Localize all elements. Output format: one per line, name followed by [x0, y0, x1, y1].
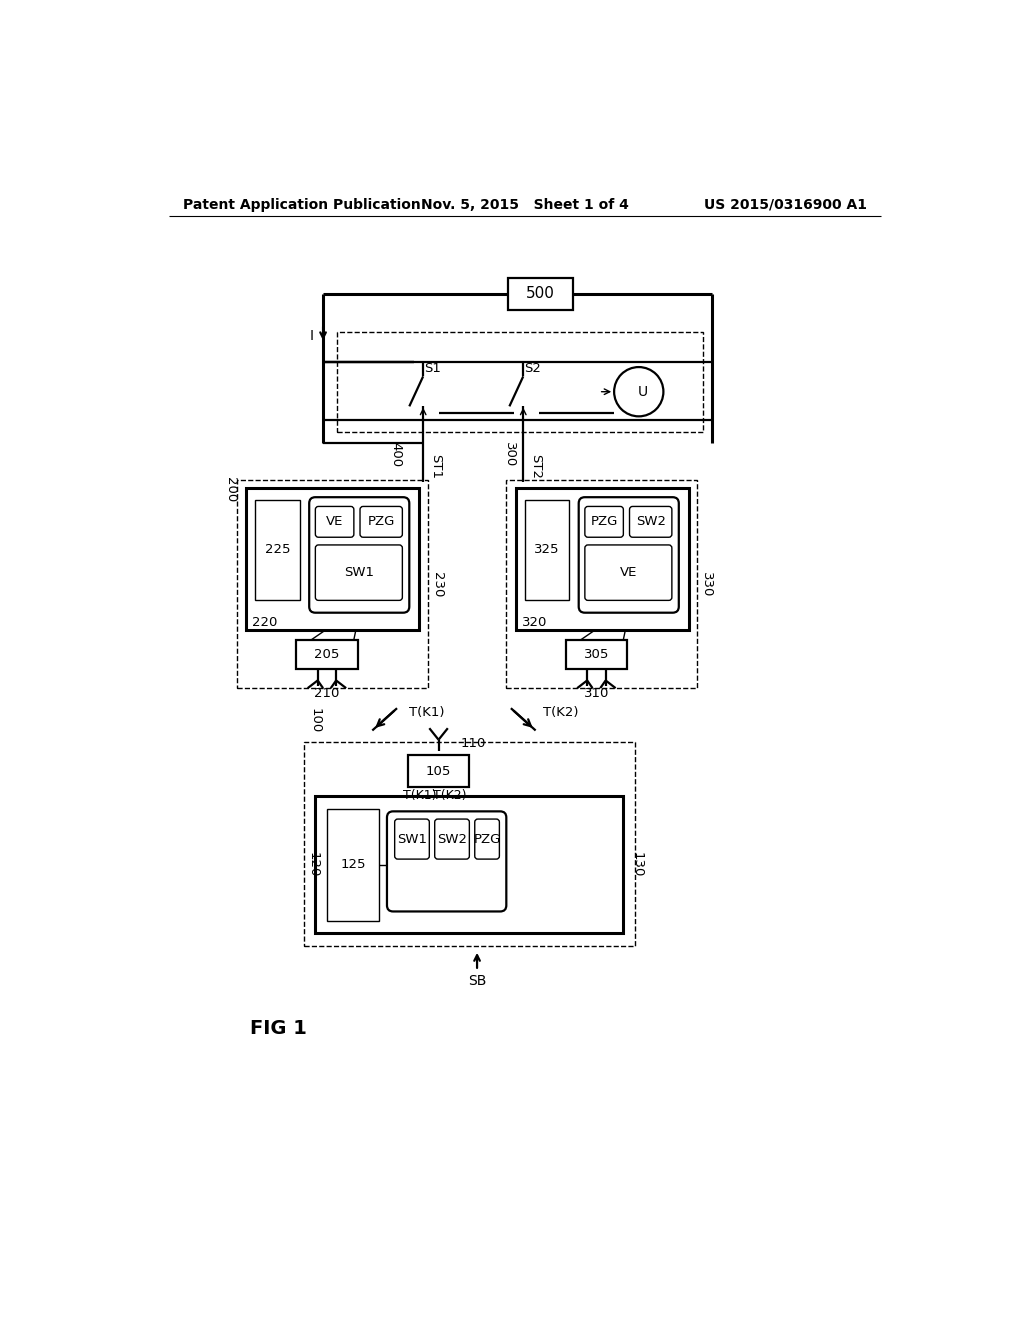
Bar [337, 331, 703, 432]
Text: ST2: ST2 [529, 454, 543, 479]
Text: FIG 1: FIG 1 [250, 1019, 307, 1038]
Text: T(K1): T(K1) [402, 788, 436, 801]
Bar [408, 755, 469, 788]
Bar [237, 480, 428, 688]
Text: T(K2): T(K2) [433, 788, 467, 801]
Text: 300: 300 [503, 442, 516, 467]
Text: 330: 330 [700, 572, 713, 597]
Text: 230: 230 [430, 572, 443, 597]
Text: 120: 120 [306, 851, 319, 878]
Text: 225: 225 [265, 543, 291, 556]
Text: Nov. 5, 2015   Sheet 1 of 4: Nov. 5, 2015 Sheet 1 of 4 [421, 198, 629, 211]
Text: T(K2): T(K2) [543, 706, 578, 719]
Text: PZG: PZG [368, 515, 395, 528]
FancyBboxPatch shape [315, 545, 402, 601]
FancyBboxPatch shape [435, 818, 469, 859]
Bar [296, 640, 357, 669]
Text: 125: 125 [340, 858, 366, 871]
Bar [515, 488, 689, 631]
Text: SW1: SW1 [344, 566, 374, 579]
Bar [565, 640, 628, 669]
Text: SW2: SW2 [636, 515, 666, 528]
Text: 220: 220 [252, 616, 278, 630]
Text: US 2015/0316900 A1: US 2015/0316900 A1 [703, 198, 866, 211]
FancyBboxPatch shape [394, 818, 429, 859]
Text: 500: 500 [526, 286, 555, 301]
Text: Patent Application Publication: Patent Application Publication [183, 198, 421, 211]
Text: 320: 320 [521, 616, 547, 630]
Bar [255, 499, 300, 599]
FancyBboxPatch shape [360, 507, 402, 537]
Text: SW1: SW1 [397, 833, 427, 846]
FancyBboxPatch shape [630, 507, 672, 537]
FancyBboxPatch shape [579, 498, 679, 612]
Text: ST1: ST1 [429, 454, 442, 479]
Bar [508, 277, 573, 310]
Text: 110: 110 [460, 737, 485, 750]
Text: 105: 105 [426, 764, 452, 777]
Text: 210: 210 [314, 686, 340, 700]
Text: 310: 310 [584, 686, 609, 700]
Bar [315, 796, 624, 933]
Bar [246, 488, 419, 631]
Text: VE: VE [620, 566, 637, 579]
Text: VE: VE [326, 515, 343, 528]
Bar [524, 499, 569, 599]
Text: PZG: PZG [473, 833, 501, 846]
Bar [327, 809, 379, 921]
Text: 325: 325 [535, 543, 560, 556]
Text: 100: 100 [309, 708, 322, 733]
Text: SB: SB [468, 974, 486, 987]
Text: T(K1): T(K1) [410, 706, 444, 719]
Text: S2: S2 [524, 362, 541, 375]
Text: 200: 200 [224, 477, 238, 502]
FancyBboxPatch shape [309, 498, 410, 612]
Text: PZG: PZG [591, 515, 617, 528]
Text: I: I [309, 329, 313, 342]
Text: 400: 400 [390, 442, 402, 467]
Text: 130: 130 [631, 851, 644, 878]
FancyBboxPatch shape [387, 812, 506, 911]
Text: 205: 205 [314, 648, 340, 661]
Text: SW2: SW2 [437, 833, 467, 846]
FancyBboxPatch shape [585, 545, 672, 601]
FancyBboxPatch shape [585, 507, 624, 537]
Text: S1: S1 [424, 362, 441, 375]
Bar [304, 742, 635, 946]
FancyBboxPatch shape [315, 507, 354, 537]
FancyBboxPatch shape [475, 818, 500, 859]
Text: U: U [638, 384, 647, 399]
Text: 305: 305 [584, 648, 609, 661]
Bar [506, 480, 697, 688]
